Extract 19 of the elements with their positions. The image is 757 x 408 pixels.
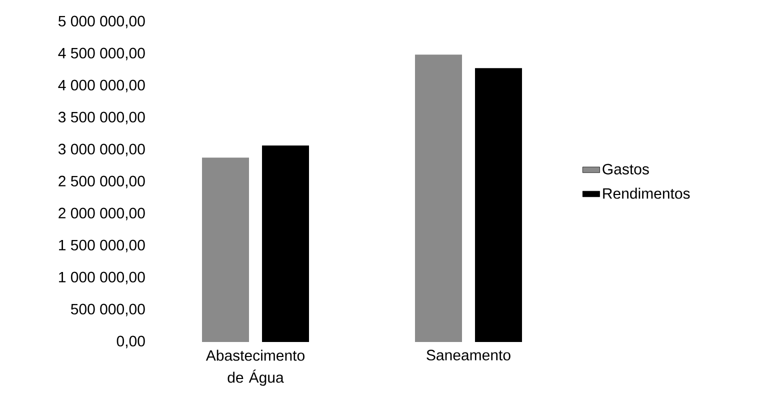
y-tick-label: 2 500 000,00 (58, 176, 145, 188)
y-tick-label: 3 500 000,00 (58, 112, 145, 124)
bar (202, 158, 250, 342)
y-tick-label: 4 000 000,00 (58, 80, 145, 92)
y-tick-label: 0,00 (116, 336, 145, 348)
y-tick-label: 1 500 000,00 (59, 240, 145, 252)
y-tick-label: 3 000 000,00 (58, 144, 145, 156)
bar (475, 68, 522, 342)
bar (262, 146, 310, 342)
x-tick-label: Abastecimento de Água (206, 350, 304, 386)
y-tick-label: 2 000 000,00 (58, 208, 145, 220)
legend-label: Gastos (602, 164, 649, 174)
legend-label: Rendimentos (603, 188, 690, 199)
y-tick-label: 1 000 000,00 (59, 272, 145, 284)
y-tick-label: 4 500 000,00 (58, 48, 145, 60)
bar (415, 54, 462, 342)
y-tick-label: 5 000 000,00 (58, 16, 145, 28)
y-tick-label: 500 000,00 (70, 304, 145, 316)
x-tick-label: Saneamento (426, 350, 510, 360)
